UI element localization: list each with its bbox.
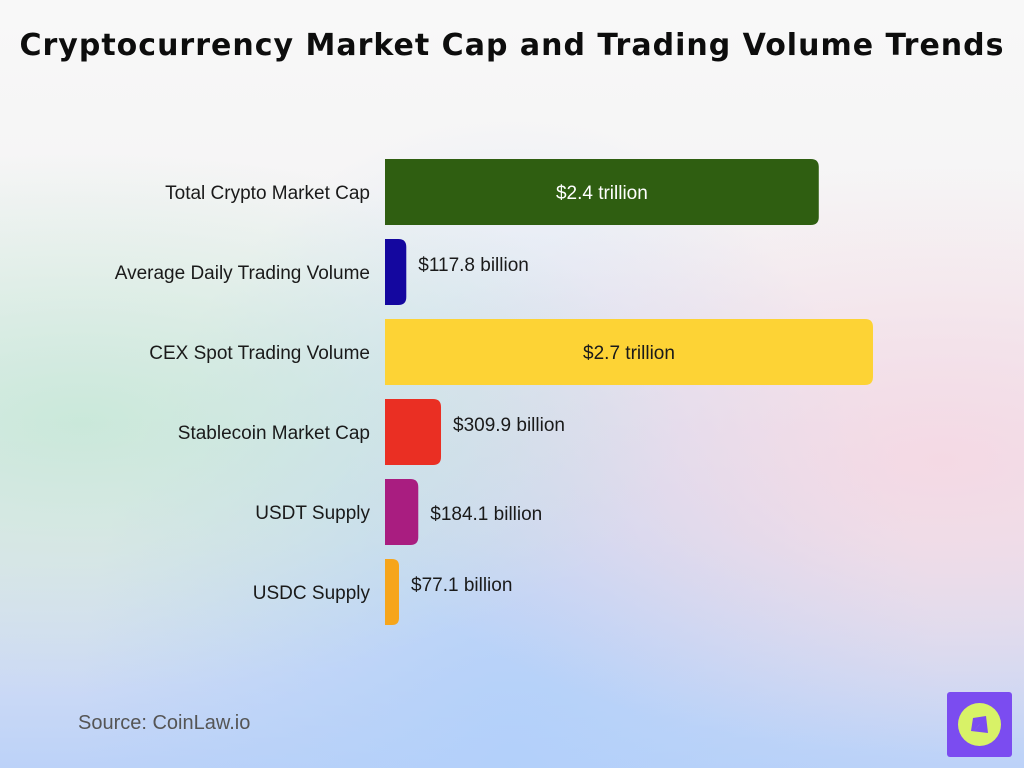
value-label: $77.1 billion <box>411 575 512 596</box>
bar <box>385 399 442 465</box>
bar <box>385 559 399 625</box>
chart-title: Cryptocurrency Market Cap and Trading Vo… <box>19 28 1005 63</box>
bar <box>385 319 873 385</box>
value-label: $309.9 billion <box>453 415 565 436</box>
category-label: USDC Supply <box>253 583 371 604</box>
bar <box>385 159 819 225</box>
category-label: Stablecoin Market Cap <box>178 423 370 444</box>
bar <box>385 479 419 545</box>
category-label: Total Crypto Market Cap <box>165 183 370 204</box>
category-label: Average Daily Trading Volume <box>115 263 370 284</box>
source-credit: Source: CoinLaw.io <box>78 712 251 734</box>
category-label: CEX Spot Trading Volume <box>149 343 370 364</box>
bar-chart: Total Crypto Market Cap $2.4 trillion Aver… <box>115 159 873 625</box>
value-label: $117.8 billion <box>418 255 529 276</box>
value-label: $184.1 billion <box>430 504 542 525</box>
value-label: $2.7 trillion <box>583 343 675 364</box>
bar <box>385 239 407 305</box>
category-label: USDT Supply <box>255 503 370 524</box>
value-label: $2.4 trillion <box>556 183 648 204</box>
compass-icon <box>958 703 1001 746</box>
brand-logo <box>947 692 1012 757</box>
